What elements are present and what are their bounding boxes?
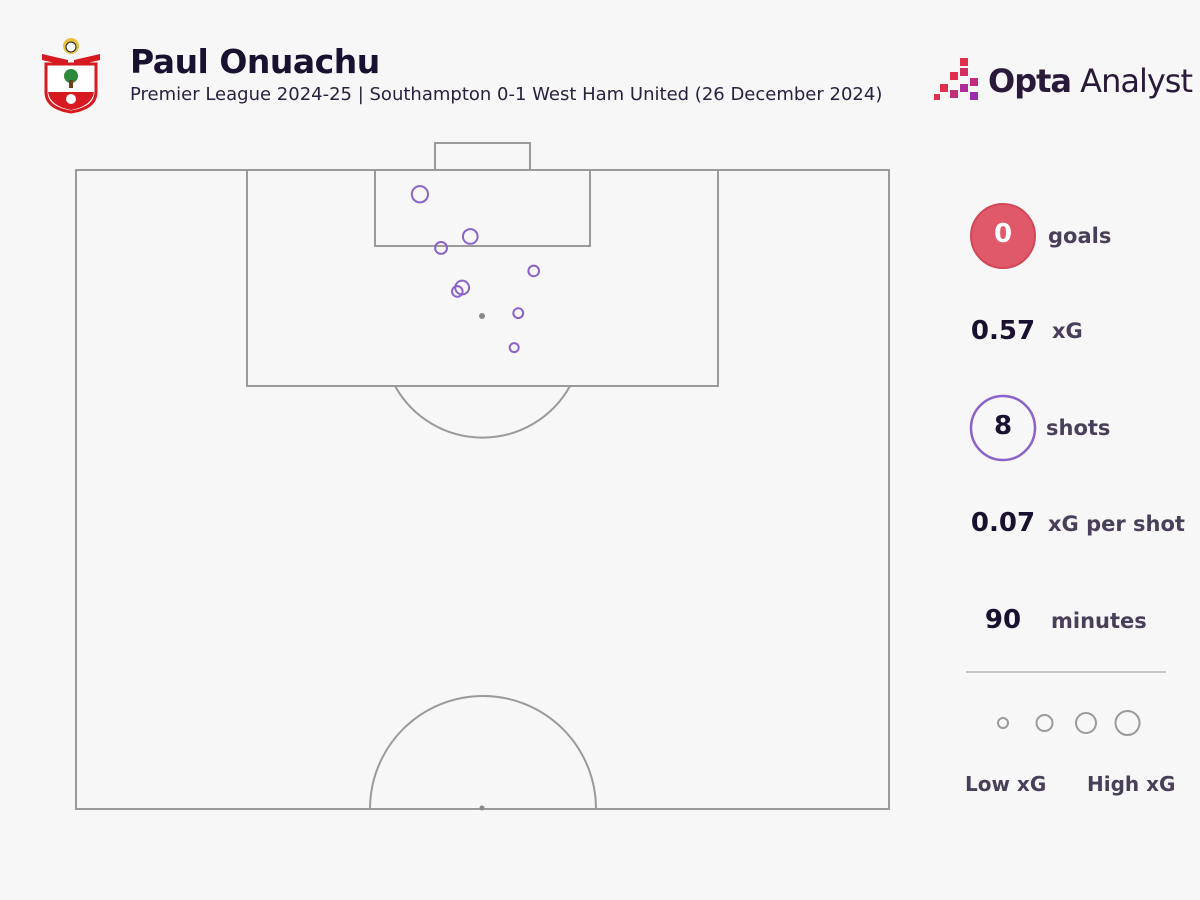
penalty-spot — [479, 313, 485, 319]
goals-badge — [970, 203, 1036, 269]
pitch-outline — [75, 169, 890, 810]
club-crest — [42, 38, 100, 114]
shot-marker — [410, 185, 429, 204]
shot-marker — [527, 264, 541, 278]
legend-size-circle — [1114, 710, 1141, 736]
xg-label: xG — [1052, 319, 1083, 343]
shot-map — [75, 142, 890, 811]
shot-marker — [434, 241, 448, 255]
shots-badge — [969, 394, 1037, 462]
six-yard-box — [374, 169, 591, 247]
brand-name: Opta Analyst — [988, 62, 1193, 100]
xg-value: 0.57 — [970, 316, 1036, 346]
divider — [966, 671, 1166, 673]
opta-logo-icon — [934, 58, 978, 100]
minutes-label: minutes — [1051, 609, 1147, 633]
shot-marker — [461, 228, 479, 245]
center-spot — [479, 805, 485, 811]
legend-high-label: High xG — [1087, 772, 1176, 796]
goals-value: 0 — [993, 219, 1013, 249]
penalty-box — [246, 169, 719, 387]
size-legend — [997, 710, 1141, 736]
match-subtitle: Premier League 2024-25 | Southampton 0-1… — [130, 84, 883, 105]
minutes-value: 90 — [984, 605, 1022, 635]
legend-low-label: Low xG — [965, 772, 1047, 796]
legend-size-circle — [1075, 712, 1097, 734]
legend-size-circle — [997, 717, 1009, 729]
legend-size-circle — [1035, 714, 1054, 732]
center-circle — [369, 695, 597, 810]
shots-value: 8 — [993, 411, 1013, 441]
xg-per-shot-label: xG per shot — [1048, 512, 1185, 536]
brand-bold: Opta — [988, 62, 1072, 100]
goals-label: goals — [1048, 224, 1112, 248]
player-name: Paul Onuachu — [130, 42, 380, 81]
penalty-arc — [394, 385, 571, 439]
shot-marker — [512, 307, 525, 320]
shots-label: shots — [1046, 416, 1111, 440]
goal — [434, 142, 531, 171]
shot-marker — [450, 285, 464, 298]
brand-light: Analyst — [1071, 62, 1193, 100]
xg-per-shot-value: 0.07 — [970, 508, 1036, 538]
shot-marker — [508, 342, 520, 354]
